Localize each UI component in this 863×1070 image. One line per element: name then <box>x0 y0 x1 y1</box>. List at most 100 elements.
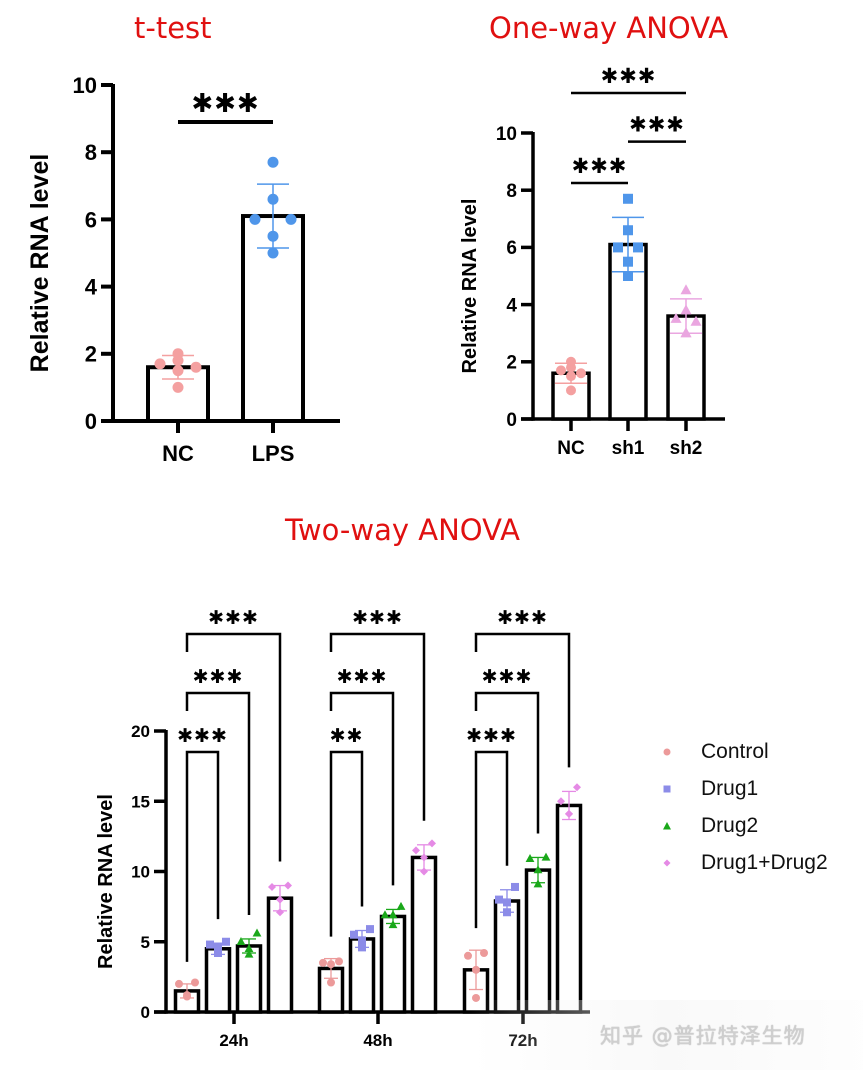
data-point <box>396 901 406 910</box>
significance-label: ✱✱✱ <box>193 666 244 688</box>
significance-bracket <box>185 750 220 962</box>
data-point <box>556 365 566 376</box>
data-point <box>503 898 511 907</box>
data-point <box>566 371 576 382</box>
significance-bracket <box>474 691 540 834</box>
data-point <box>358 936 366 945</box>
y-tick-label: 15 <box>131 792 150 811</box>
data-point <box>557 797 565 806</box>
significance-label: ✱✱✱ <box>191 89 259 119</box>
data-point <box>276 895 284 904</box>
data-point <box>680 284 692 295</box>
data-point <box>267 156 279 168</box>
significance-bracket <box>474 750 509 929</box>
data-point <box>503 908 511 917</box>
data-point <box>183 992 191 1001</box>
data-point <box>172 365 184 377</box>
y-tick-label: 2 <box>506 353 517 374</box>
data-point <box>388 910 398 919</box>
data-point <box>172 355 184 367</box>
data-point <box>472 993 480 1002</box>
data-point <box>573 783 581 792</box>
legend-label: Drug1+Drug2 <box>701 850 828 874</box>
x-tick-label: sh1 <box>612 438 645 459</box>
data-point <box>284 881 292 890</box>
data-point <box>472 965 480 974</box>
data-point <box>566 385 576 396</box>
data-point <box>623 271 633 281</box>
data-point <box>380 910 390 919</box>
significance-label: ✱✱✱ <box>497 607 548 629</box>
data-point <box>533 865 543 874</box>
bar <box>204 947 232 1014</box>
data-point <box>214 948 222 957</box>
oneway-title: One-way ANOVA <box>489 11 729 45</box>
data-point <box>327 960 335 969</box>
data-point <box>623 225 633 236</box>
data-point <box>633 242 643 253</box>
data-point <box>533 879 543 888</box>
significance-label: ✱✱✱ <box>601 64 657 88</box>
legend-item-control: Control <box>660 733 828 770</box>
legend-label: Control <box>701 739 769 763</box>
data-point <box>191 978 199 987</box>
legend-item-drug1-drug2: Drug1+Drug2 <box>660 844 828 881</box>
ttest-chart: 0 2 4 6 8 10 Relative RNA level NC LPS ✱✱✱ <box>26 73 340 466</box>
y-tick-label: 8 <box>506 181 517 202</box>
significance-bracket <box>329 632 426 821</box>
data-point <box>613 242 623 253</box>
data-point <box>327 978 335 987</box>
significance-label: ✱✱✱ <box>352 607 403 629</box>
data-point <box>236 936 246 945</box>
bar <box>524 868 552 1014</box>
data-point <box>206 940 214 949</box>
y-tick-label: 8 <box>85 140 97 165</box>
data-point <box>350 930 358 939</box>
data-point <box>154 358 166 370</box>
y-tick-label: 20 <box>131 722 150 741</box>
data-point <box>366 925 374 934</box>
x-tick-label: LPS <box>252 441 295 466</box>
bar <box>555 803 583 1014</box>
significance-bracket <box>474 632 571 768</box>
triangle-marker-icon <box>660 821 674 831</box>
legend-label: Drug1 <box>701 776 759 800</box>
data-point <box>680 327 692 338</box>
data-point <box>249 213 261 225</box>
significance-bracket <box>329 691 395 886</box>
data-point <box>464 951 472 960</box>
y-tick-label: 0 <box>85 409 97 434</box>
legend-label: Drug2 <box>701 813 759 837</box>
data-point <box>267 230 279 242</box>
circle-marker-icon <box>660 747 674 757</box>
data-point <box>244 949 254 958</box>
data-point <box>267 193 279 205</box>
data-point <box>420 853 428 862</box>
data-point <box>525 854 535 863</box>
y-tick-label: 6 <box>85 207 97 232</box>
significance-bracket <box>185 691 251 915</box>
significance-label: ✱✱✱ <box>337 666 388 688</box>
data-point <box>690 315 702 326</box>
ttest-title: t-test <box>134 11 212 45</box>
significance-bracket <box>185 632 282 862</box>
data-point <box>541 852 551 861</box>
y-tick-label: 2 <box>85 342 97 367</box>
data-point <box>335 957 343 966</box>
significance-label: ✱✱✱ <box>208 607 259 629</box>
data-point <box>565 809 573 818</box>
legend-item-drug2: Drug2 <box>660 807 828 844</box>
y-axis-label: Relative RNA level <box>95 794 117 969</box>
data-point <box>175 979 183 988</box>
data-point <box>268 882 276 891</box>
bar <box>493 899 521 1014</box>
data-point <box>680 304 692 315</box>
diamond-marker-icon <box>660 858 674 868</box>
data-point <box>190 361 202 373</box>
watermark-background <box>470 1000 863 1070</box>
significance-label: ✱✱ <box>330 725 364 747</box>
data-point <box>285 213 297 225</box>
data-point <box>670 312 682 323</box>
x-tick-label: NC <box>162 441 194 466</box>
